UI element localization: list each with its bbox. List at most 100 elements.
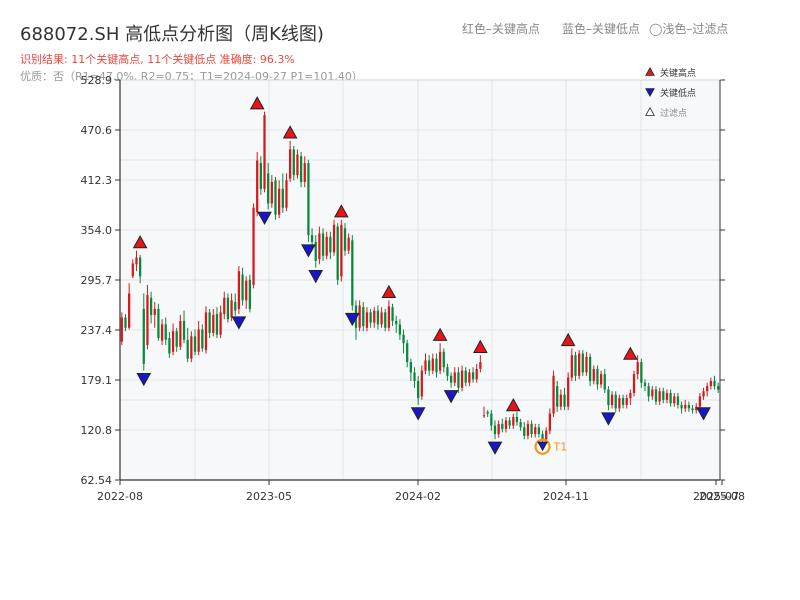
key-high-marker (333, 204, 349, 218)
candle-body (464, 370, 467, 383)
candle-body (278, 188, 281, 215)
candle-body (658, 391, 661, 402)
candle-body (519, 422, 522, 428)
candle-body (175, 331, 178, 347)
candle-body (190, 336, 193, 359)
candle-body (256, 160, 259, 213)
candle-body (219, 312, 222, 335)
candle-body (676, 396, 680, 405)
candle-body (135, 257, 138, 265)
legend-note-filtered: ◯浅色–过滤点 (649, 22, 729, 36)
candle-body (157, 308, 160, 339)
candle-body (365, 312, 369, 328)
candle-body (607, 389, 610, 405)
candle-body (585, 356, 588, 373)
candle-body (504, 420, 508, 430)
legend-label: 过滤点 (660, 107, 687, 119)
candle-body (526, 423, 530, 436)
candle-body (515, 416, 519, 423)
candle-body (446, 367, 449, 376)
candle-body (479, 362, 482, 369)
key-high-marker (623, 346, 638, 360)
candle-body (482, 415, 486, 417)
candle-body (545, 430, 548, 440)
candle-body (248, 279, 252, 309)
candle-body (395, 320, 398, 325)
candle-body (556, 386, 559, 407)
candle-body (717, 386, 720, 390)
candle-body (471, 372, 475, 380)
candle-body (453, 372, 456, 383)
candle-body (680, 404, 683, 409)
legend-note-high: 红色–关键高点 (462, 22, 541, 36)
candle-body (398, 324, 402, 335)
candle-body (574, 355, 577, 376)
y-tick-label: 528.9 (81, 74, 113, 87)
candle-body (270, 181, 273, 204)
candle-body (424, 360, 427, 371)
candle-body (592, 368, 595, 381)
candle-body (449, 375, 453, 383)
candle-body (201, 329, 204, 349)
result-summary: 识别结果: 11个关键高点, 11个关键低点 准确度: 96.3% (20, 53, 295, 66)
candle-body (351, 240, 354, 306)
candle-body (263, 115, 266, 189)
candle-body (523, 427, 526, 436)
candle-body (428, 360, 431, 371)
candle-body (142, 308, 145, 364)
candle-body (120, 317, 123, 342)
candle-body (662, 391, 665, 400)
candle-body (625, 398, 628, 405)
candle-body (347, 237, 350, 251)
candle-body (409, 362, 412, 373)
candle-body (193, 336, 197, 352)
candle-body (709, 380, 712, 387)
candle-body (490, 413, 493, 426)
candle-body (288, 149, 292, 179)
candle-body (329, 236, 332, 253)
candle-body (171, 331, 175, 352)
candle-body (303, 163, 306, 182)
key-low-marker (601, 412, 616, 426)
candle-body (241, 274, 244, 301)
candle-body (168, 338, 171, 354)
candle-body (673, 396, 676, 404)
candle-body (618, 398, 621, 409)
candle-body (493, 425, 497, 435)
candle-body (548, 413, 552, 431)
page-title: 688072.SH 高低点分析图（周K线图) (20, 24, 324, 45)
y-tick-label: 179.1 (81, 374, 113, 387)
candle-body (647, 386, 650, 397)
candle-body (281, 188, 284, 208)
x-tick-label: 2025-08 (699, 490, 745, 503)
t1-low-marker (537, 441, 548, 452)
candle-body (186, 339, 189, 359)
legend-note-low: 蓝色–关键低点 (562, 22, 641, 36)
candle-body (376, 310, 380, 325)
candle-body (164, 324, 167, 340)
candle-body (369, 312, 372, 323)
y-tick-label: 62.54 (81, 474, 113, 487)
candle-body (567, 377, 570, 407)
candle-body (563, 394, 566, 407)
candle-body (373, 310, 376, 323)
candle-body (702, 391, 705, 397)
y-tick-label: 120.8 (81, 424, 113, 437)
candle-body (267, 173, 270, 204)
key-low-marker (487, 441, 503, 455)
key-high-marker (505, 398, 521, 412)
legend-label: 关键高点 (660, 67, 696, 79)
candle-body (588, 356, 592, 381)
candle-body (325, 236, 328, 256)
key-low-marker (136, 372, 152, 387)
candle-body (530, 423, 533, 435)
candle-body (420, 370, 423, 397)
candle-body (259, 163, 262, 189)
candle-body (307, 163, 310, 236)
key-low-marker (410, 407, 426, 421)
legend-marker (645, 66, 655, 76)
candle-body (406, 343, 409, 363)
candle-body (234, 302, 237, 311)
